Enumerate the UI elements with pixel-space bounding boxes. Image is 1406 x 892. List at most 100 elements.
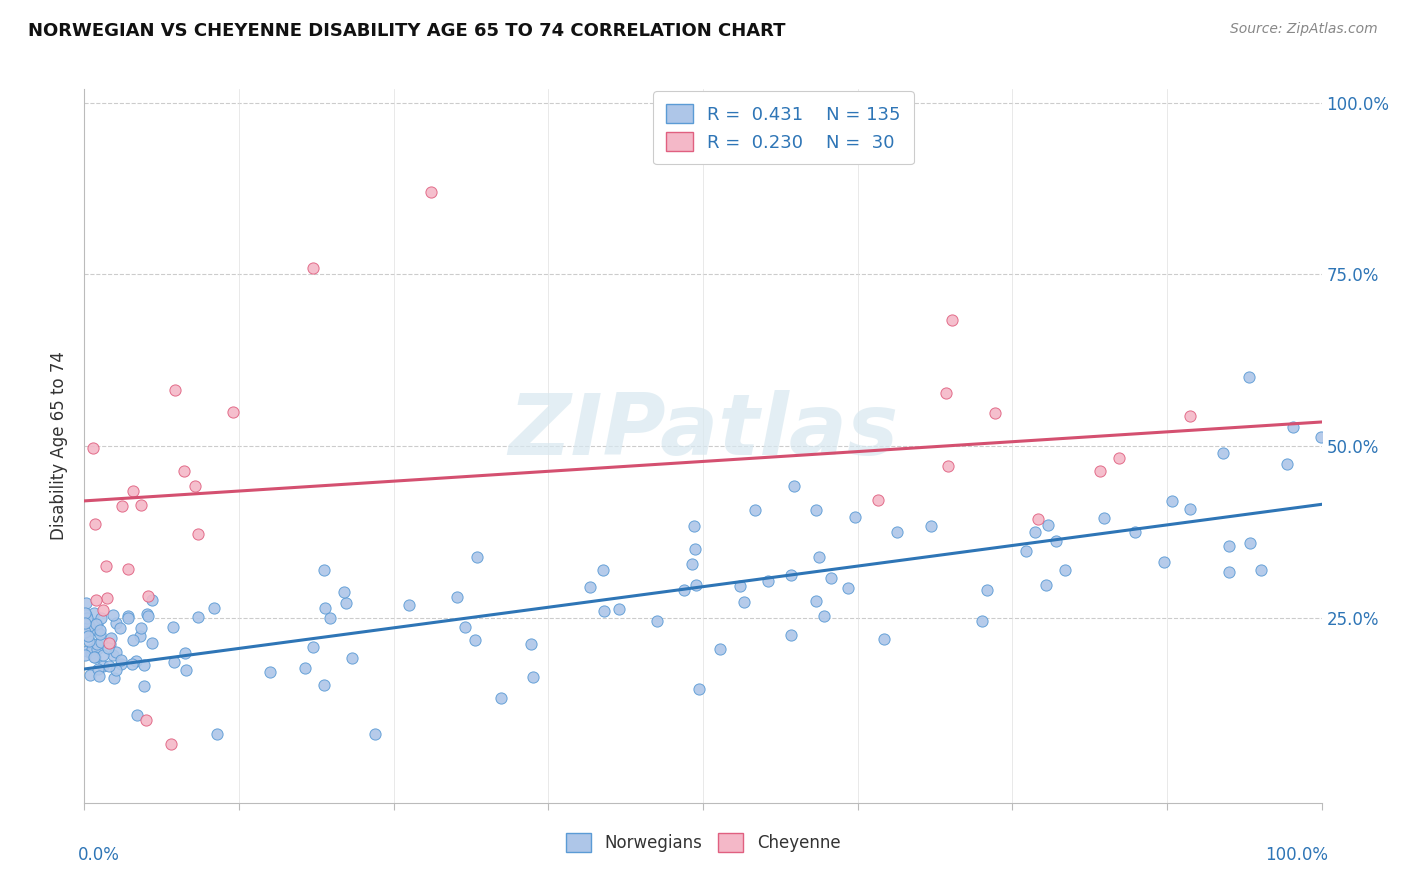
Point (1153, 555, 1175, 569)
Point (1237, 369, 1260, 384)
Point (302, 260, 325, 275)
Text: Source: ZipAtlas.com: Source: ZipAtlas.com (1230, 22, 1378, 37)
Point (970, 615, 993, 629)
Point (173, 464, 195, 478)
Point (808, 549, 831, 564)
Point (683, 519, 706, 533)
Point (160, 738, 183, 752)
Point (75, 608, 97, 623)
Point (105, 615, 128, 630)
Point (1090, 464, 1112, 478)
Point (685, 577, 707, 591)
Point (467, 549, 489, 564)
Point (941, 312, 963, 326)
Point (89, 627, 111, 641)
Text: NORWEGIAN VS CHEYENNE DISABILITY AGE 65 TO 74 CORRELATION CHART: NORWEGIAN VS CHEYENNE DISABILITY AGE 65 … (28, 22, 786, 40)
Point (813, 609, 835, 624)
Point (1024, 524, 1046, 539)
Point (97, 640, 120, 655)
Point (77, 629, 100, 643)
Point (135, 607, 157, 621)
Point (174, 646, 197, 660)
Point (1310, 430, 1333, 444)
Point (1282, 420, 1305, 434)
Point (578, 580, 600, 594)
Point (314, 678, 336, 692)
Point (464, 632, 486, 647)
Point (121, 657, 143, 671)
Point (1277, 457, 1299, 471)
Point (75, 616, 97, 631)
Point (80, 623, 103, 637)
Point (96, 591, 118, 606)
Point (202, 601, 225, 615)
Point (89, 669, 111, 683)
Point (125, 654, 148, 668)
Point (80, 642, 103, 657)
Point (89, 623, 111, 637)
Point (1045, 534, 1067, 549)
Point (104, 663, 127, 677)
Point (804, 593, 827, 607)
Point (934, 386, 956, 401)
Point (364, 727, 387, 741)
Point (73, 648, 96, 662)
Point (976, 583, 998, 598)
Point (520, 637, 543, 651)
Point (607, 601, 630, 615)
Point (122, 483, 145, 498)
Point (90, 611, 112, 625)
Point (117, 611, 139, 625)
Point (80, 646, 103, 660)
Point (744, 502, 766, 516)
Point (73, 624, 96, 639)
Point (117, 608, 139, 623)
Text: ZIPatlas: ZIPatlas (508, 390, 898, 474)
Point (82, 441, 104, 455)
Point (1026, 511, 1049, 525)
Point (837, 581, 859, 595)
Point (87, 662, 110, 676)
Point (77, 619, 100, 633)
Point (76, 611, 98, 625)
Point (94, 558, 117, 573)
Point (105, 645, 128, 659)
Point (97, 636, 120, 650)
Point (187, 610, 209, 624)
Point (129, 498, 152, 512)
Point (103, 671, 125, 685)
Point (592, 563, 614, 577)
Point (98, 637, 121, 651)
Point (733, 594, 755, 608)
Point (335, 597, 357, 611)
Point (90, 635, 112, 649)
Point (83, 607, 105, 621)
Point (184, 479, 207, 493)
Point (162, 619, 184, 633)
Point (314, 601, 336, 615)
Point (76, 644, 98, 658)
Point (83, 517, 105, 532)
Point (117, 562, 139, 576)
Point (163, 655, 186, 669)
Point (920, 518, 942, 533)
Point (319, 611, 342, 625)
Y-axis label: Disability Age 65 to 74: Disability Age 65 to 74 (49, 351, 67, 541)
Point (136, 608, 159, 623)
Point (1108, 451, 1130, 466)
Point (141, 592, 163, 607)
Point (136, 589, 159, 603)
Point (1239, 536, 1261, 550)
Point (984, 406, 1007, 420)
Point (1035, 577, 1057, 591)
Point (75, 596, 97, 610)
Point (84, 592, 107, 607)
Point (1123, 524, 1146, 539)
Point (129, 629, 152, 643)
Text: 0.0%: 0.0% (79, 846, 120, 863)
Point (820, 571, 842, 585)
Point (127, 707, 149, 722)
Point (522, 670, 544, 684)
Point (100, 631, 122, 645)
Point (129, 621, 152, 635)
